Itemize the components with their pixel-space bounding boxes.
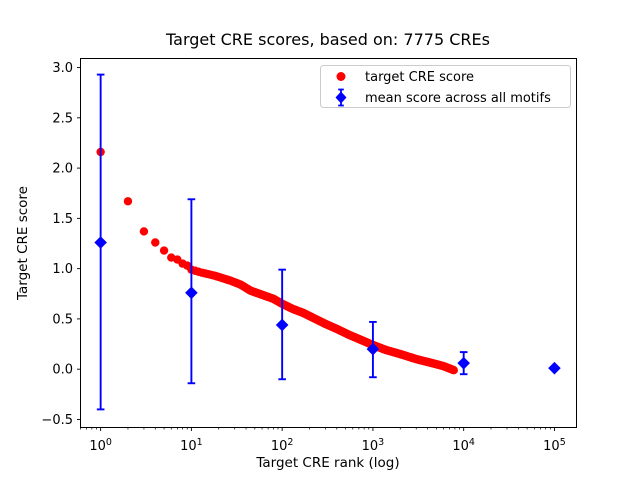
legend: target CRE score mean score across all m… [320, 65, 571, 108]
target-score-point [139, 227, 149, 236]
x-axis-label: Target CRE rank (log) [255, 455, 399, 471]
mean-score-point [366, 342, 380, 356]
y-tick-label: 2.0 [52, 162, 73, 177]
target-score-point [151, 238, 160, 247]
y-tick-label: 0.0 [52, 363, 73, 378]
y-tick-label: 1.5 [52, 212, 73, 227]
x-tick-label: 104 [452, 437, 475, 454]
series-mean-score [94, 73, 561, 411]
mean-score-point [275, 318, 289, 332]
plot-frame [80, 58, 577, 428]
legend-entry-target: target CRE score [365, 70, 474, 85]
target-score-point [449, 365, 458, 375]
x-axis-ticks: 100 101 102 103 104 105 [80, 427, 566, 454]
legend-mean-marker-icon [335, 88, 347, 107]
y-tick-label: 1.0 [52, 262, 73, 277]
x-tick-label: 103 [362, 437, 385, 454]
y-axis-ticks: −0.5 0.0 0.5 1.0 1.5 2.0 2.5 3.0 [41, 61, 81, 428]
legend-target-marker-icon [336, 72, 346, 81]
legend-entry-mean: mean score across all motifs [365, 91, 551, 106]
chart-title: Target CRE scores, based on: 7775 CREs [165, 30, 490, 49]
y-axis-label: Target CRE score [15, 186, 31, 301]
target-score-point [123, 197, 133, 206]
target-score-point [159, 246, 169, 255]
y-tick-label: 3.0 [52, 61, 73, 76]
mean-score-point [457, 356, 470, 370]
y-tick-label: 0.5 [52, 312, 73, 327]
y-tick-label: 2.5 [52, 111, 73, 126]
mean-score-point [94, 236, 107, 249]
x-tick-label: 100 [89, 437, 112, 454]
legend-box [320, 65, 571, 108]
x-tick-label: 102 [271, 437, 294, 454]
mean-score-point [185, 286, 198, 300]
x-tick-label: 105 [543, 437, 566, 454]
mean-score-point [548, 361, 561, 375]
y-tick-label: −0.5 [41, 413, 73, 428]
x-tick-label: 101 [180, 437, 203, 454]
